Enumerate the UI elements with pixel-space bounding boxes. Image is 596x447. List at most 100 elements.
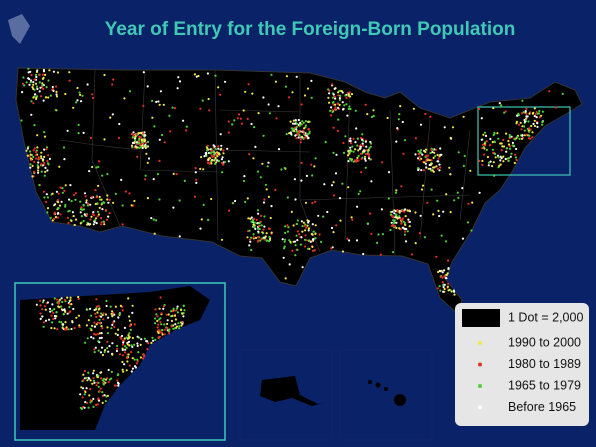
population-dot	[100, 223, 103, 226]
population-dot	[437, 157, 440, 160]
population-dot	[399, 217, 402, 220]
population-dot	[206, 144, 209, 147]
population-dot	[46, 301, 50, 304]
population-dot	[51, 85, 54, 89]
population-dot	[446, 285, 449, 288]
population-dot	[73, 223, 76, 227]
population-dot	[143, 355, 146, 358]
population-dot	[432, 156, 435, 159]
population-dot	[345, 103, 348, 106]
population-dot	[267, 240, 271, 243]
population-dot	[535, 110, 538, 114]
population-dot	[106, 394, 109, 397]
population-dot	[335, 224, 338, 227]
population-dot	[176, 87, 179, 90]
population-dot	[106, 198, 109, 201]
population-dot	[30, 73, 33, 77]
population-dot	[420, 188, 424, 191]
population-dot	[267, 103, 270, 106]
population-dot	[433, 151, 436, 154]
population-dot	[139, 343, 142, 346]
population-dot	[403, 139, 407, 142]
population-dot	[113, 313, 116, 316]
population-dot	[331, 110, 334, 114]
population-dot	[364, 103, 367, 106]
population-dot	[110, 327, 113, 330]
population-dot	[431, 151, 434, 154]
population-dot	[360, 171, 363, 174]
population-dot	[400, 221, 403, 224]
population-dot	[126, 360, 129, 363]
population-dot	[441, 281, 444, 284]
population-dot	[294, 254, 297, 257]
population-dot	[442, 290, 445, 293]
logo	[8, 14, 30, 44]
legend-dot	[478, 384, 482, 388]
population-dot	[103, 394, 106, 397]
population-dot	[270, 205, 273, 208]
population-dot	[232, 202, 235, 205]
population-dot	[71, 211, 74, 214]
population-dot	[145, 144, 148, 147]
population-dot	[78, 326, 81, 329]
population-dot	[45, 193, 48, 196]
population-dot	[538, 109, 541, 113]
population-dot	[443, 283, 446, 286]
population-dot	[82, 379, 85, 382]
population-dot	[531, 131, 534, 134]
population-dot	[102, 382, 105, 386]
population-dot	[117, 384, 120, 387]
population-dot	[449, 289, 452, 292]
population-dot	[361, 133, 364, 136]
population-dot	[81, 396, 84, 399]
population-dot	[199, 227, 202, 230]
population-dot	[343, 104, 346, 107]
population-dot	[59, 186, 62, 189]
population-dot	[93, 221, 96, 224]
population-dot	[80, 407, 84, 410]
population-dot	[521, 134, 524, 137]
population-dot	[257, 236, 260, 239]
population-dot	[152, 178, 155, 181]
population-dot	[51, 303, 54, 306]
population-dot	[377, 233, 380, 236]
population-dot	[159, 321, 162, 324]
population-dot	[79, 93, 82, 96]
population-dot	[106, 347, 109, 350]
population-dot	[146, 197, 149, 200]
population-dot	[42, 158, 45, 161]
population-dot	[491, 141, 494, 144]
population-dot	[515, 158, 518, 162]
population-dot	[127, 353, 130, 356]
population-dot	[284, 225, 287, 228]
population-dot	[538, 116, 541, 119]
population-dot	[414, 211, 417, 214]
population-dot	[118, 353, 121, 356]
population-dot	[168, 328, 171, 331]
population-dot	[252, 236, 255, 239]
population-dot	[252, 157, 255, 160]
population-dot	[137, 142, 140, 145]
population-dot	[328, 92, 331, 95]
population-dot	[515, 122, 518, 125]
population-dot	[338, 97, 341, 100]
population-dot	[408, 225, 411, 228]
population-dot	[108, 198, 111, 201]
population-dot	[47, 79, 50, 82]
population-dot	[502, 145, 506, 148]
population-dot	[307, 229, 310, 232]
us-landmass	[15, 67, 583, 315]
population-dot	[270, 73, 273, 76]
population-dot	[76, 99, 79, 102]
population-dot	[123, 351, 127, 354]
population-dot	[158, 335, 161, 338]
population-dot	[45, 148, 48, 151]
population-dot	[167, 330, 170, 333]
population-dot	[120, 334, 124, 338]
population-dot	[110, 370, 113, 373]
population-dot	[39, 299, 42, 302]
population-dot	[356, 156, 359, 159]
population-dot	[48, 318, 51, 321]
population-dot	[160, 312, 163, 315]
population-dot	[53, 327, 56, 330]
